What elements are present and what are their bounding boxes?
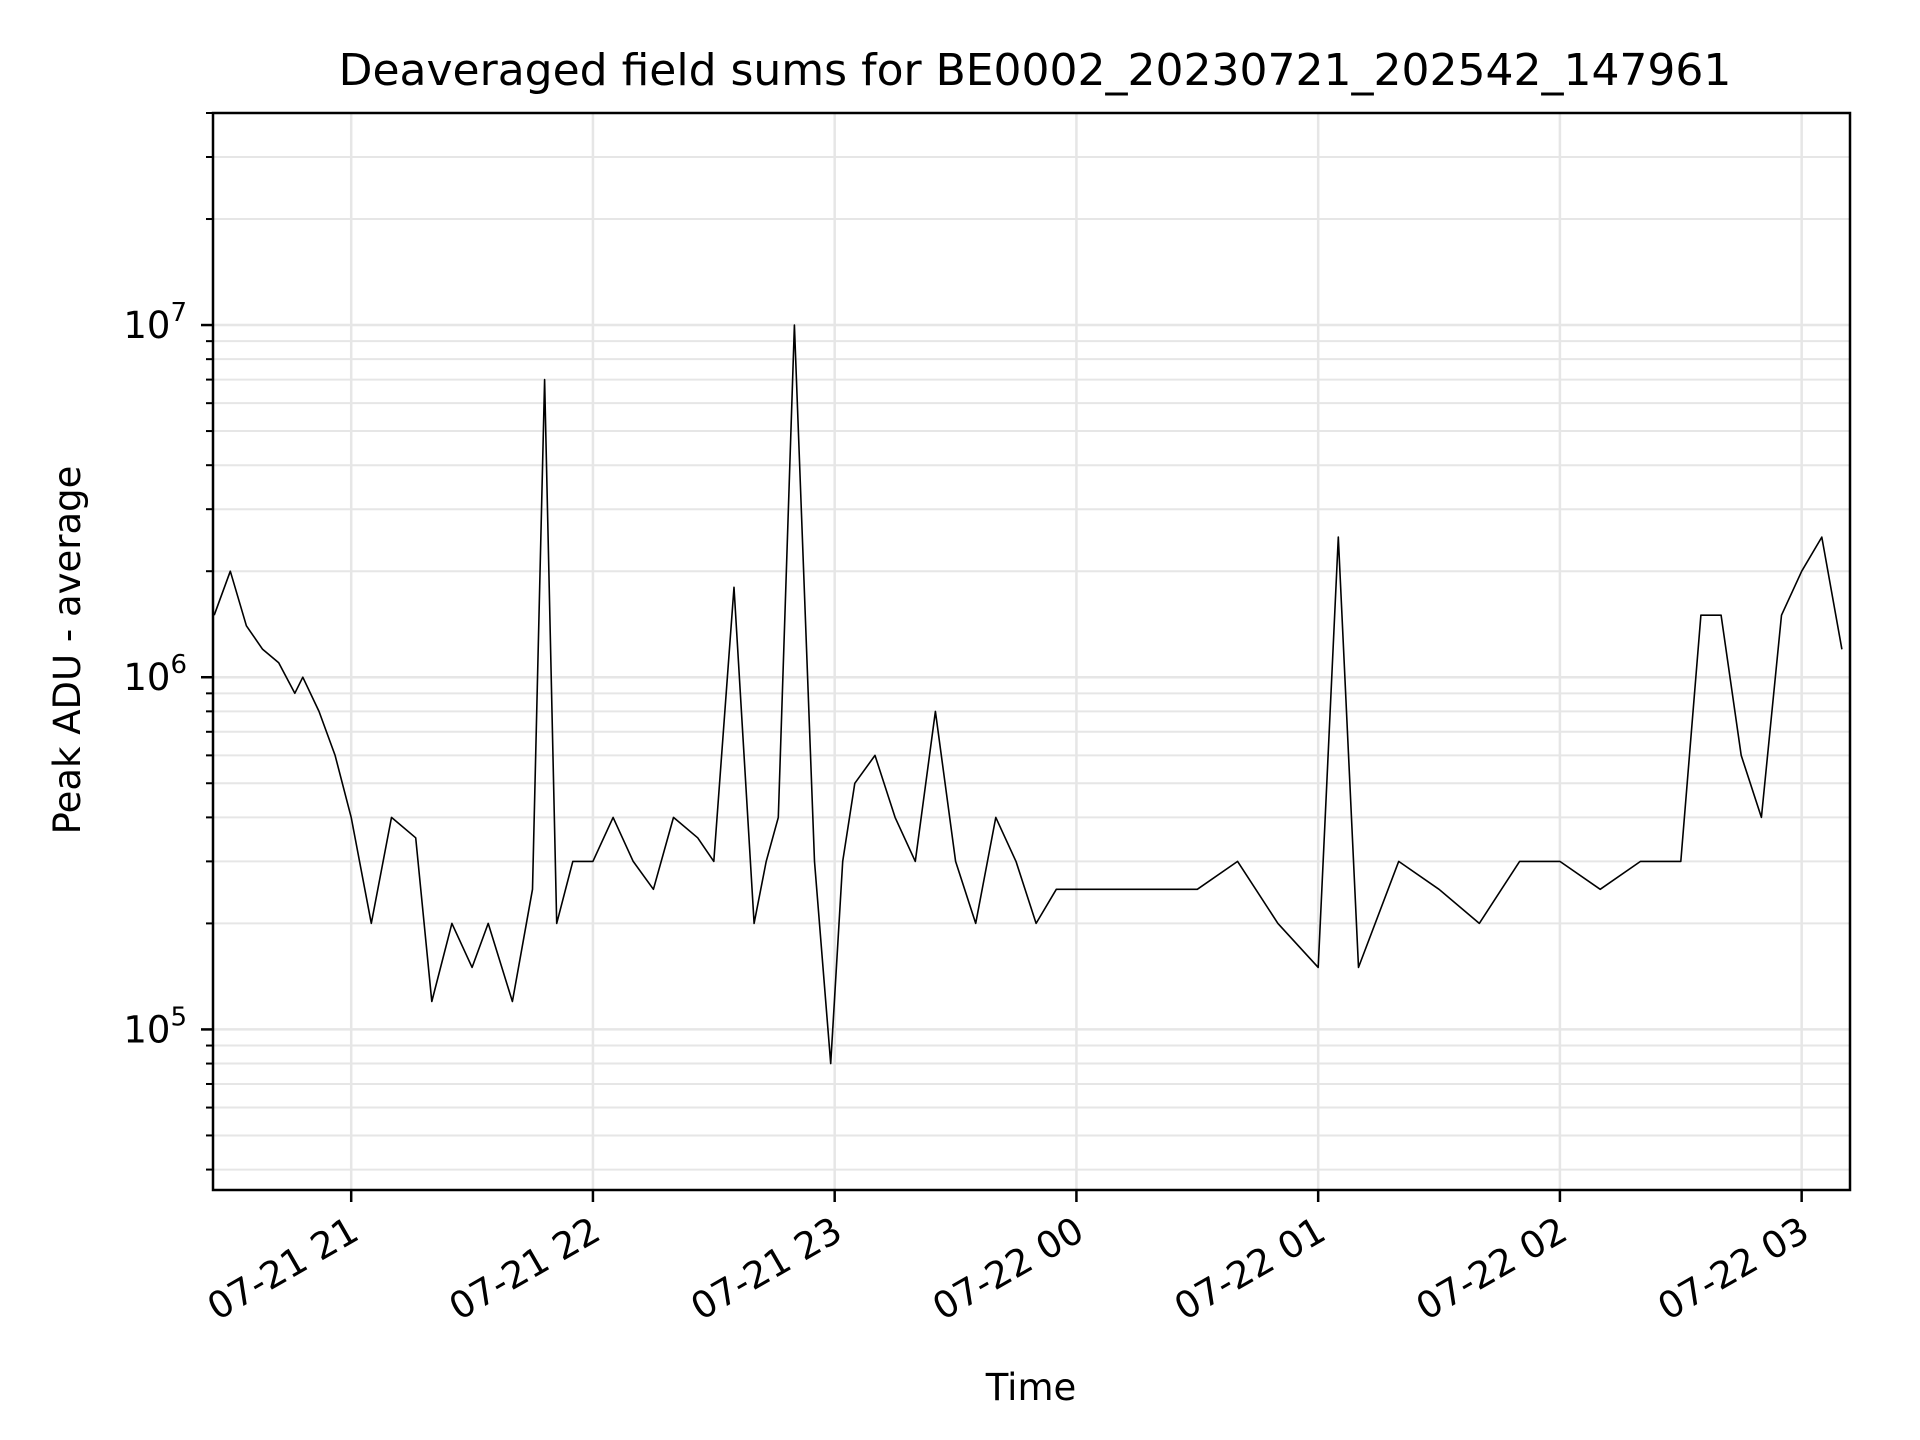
x-axis-label: Time — [985, 1366, 1077, 1409]
chart-title: Deaveraged field sums for BE0002_2023072… — [339, 45, 1732, 96]
y-axis-label: Peak ADU - average — [46, 466, 89, 835]
plot-frame — [211, 111, 1852, 1192]
series-layer — [213, 324, 1843, 1065]
y-tick-label: 105 — [123, 1002, 187, 1051]
y-axis: 105 106 107 — [123, 112, 213, 1171]
data-series-line — [213, 324, 1843, 1065]
y-tick-label: 107 — [123, 298, 187, 347]
y-tick-label: 106 — [123, 650, 187, 699]
